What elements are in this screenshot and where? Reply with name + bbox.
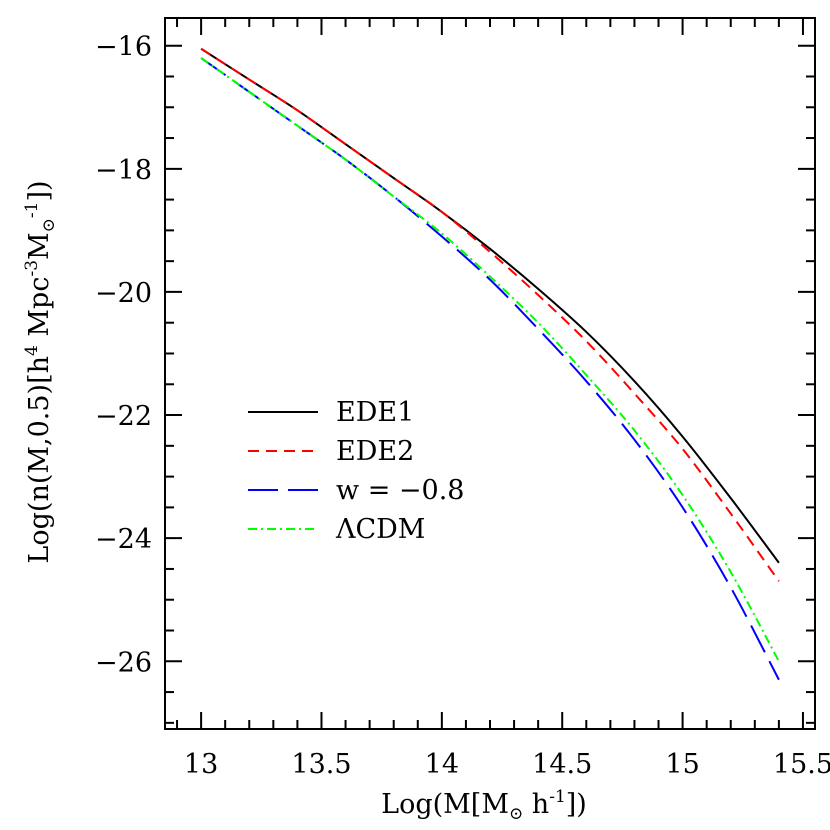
y-label-s3: -1 bbox=[22, 202, 42, 219]
x-tick-label: 13 bbox=[184, 749, 218, 780]
x-axis-label: Log(M[M⊙ h-1]) bbox=[381, 787, 587, 824]
legend: EDE1 EDE2 w = −0.8 ΛCDM bbox=[248, 397, 464, 545]
series-line-1 bbox=[200, 47, 780, 582]
plot-frame bbox=[164, 17, 816, 730]
legend-label-3: ΛCDM bbox=[335, 514, 425, 545]
y-tick-label: −26 bbox=[95, 647, 152, 678]
tick-labels: 13 13.5 14 14.5 15 15.5 −16 −18 −20 −22 −24 −26 bbox=[95, 32, 830, 780]
legend-label-0: EDE1 bbox=[336, 397, 414, 428]
legend-label-1: EDE2 bbox=[336, 436, 414, 467]
x-tick-label: 15 bbox=[665, 749, 699, 780]
y-label-t1: Log(n(M,0.5)[h bbox=[24, 356, 55, 564]
x-tick-label: 15.5 bbox=[773, 749, 830, 780]
series-line-2 bbox=[200, 57, 780, 681]
series-layer bbox=[200, 47, 780, 681]
series-line-3 bbox=[200, 57, 780, 662]
legend-label-2: w = −0.8 bbox=[336, 475, 464, 506]
y-label-s2: -3 bbox=[22, 260, 42, 277]
x-label-end: ]) bbox=[566, 789, 587, 820]
y-label-t3: M bbox=[24, 232, 55, 260]
x-tick-label: 14.5 bbox=[532, 749, 592, 780]
y-tick-label: −18 bbox=[95, 155, 152, 186]
x-label-suffix: h bbox=[523, 789, 549, 820]
y-tick-label: −22 bbox=[95, 401, 152, 432]
axis-ticks bbox=[165, 18, 815, 729]
y-label-t2: Mpc bbox=[24, 277, 55, 346]
y-axis-label: Log(n(M,0.5)[h4 Mpc-3M⊙-1]) bbox=[22, 180, 59, 563]
x-label-prefix: Log(M[M bbox=[381, 789, 509, 820]
y-label-sub: ⊙ bbox=[39, 218, 59, 232]
x-label-sub: ⊙ bbox=[509, 804, 523, 824]
y-label-s1: 4 bbox=[22, 345, 42, 356]
y-tick-label: −16 bbox=[95, 32, 152, 63]
y-tick-label: −20 bbox=[95, 278, 152, 309]
y-label-t4: ]) bbox=[24, 180, 55, 201]
x-tick-label: 14 bbox=[425, 749, 459, 780]
x-label-sup: -1 bbox=[549, 787, 566, 807]
series-line-0 bbox=[200, 47, 780, 564]
x-tick-label: 13.5 bbox=[291, 749, 351, 780]
y-tick-label: −24 bbox=[95, 524, 152, 555]
